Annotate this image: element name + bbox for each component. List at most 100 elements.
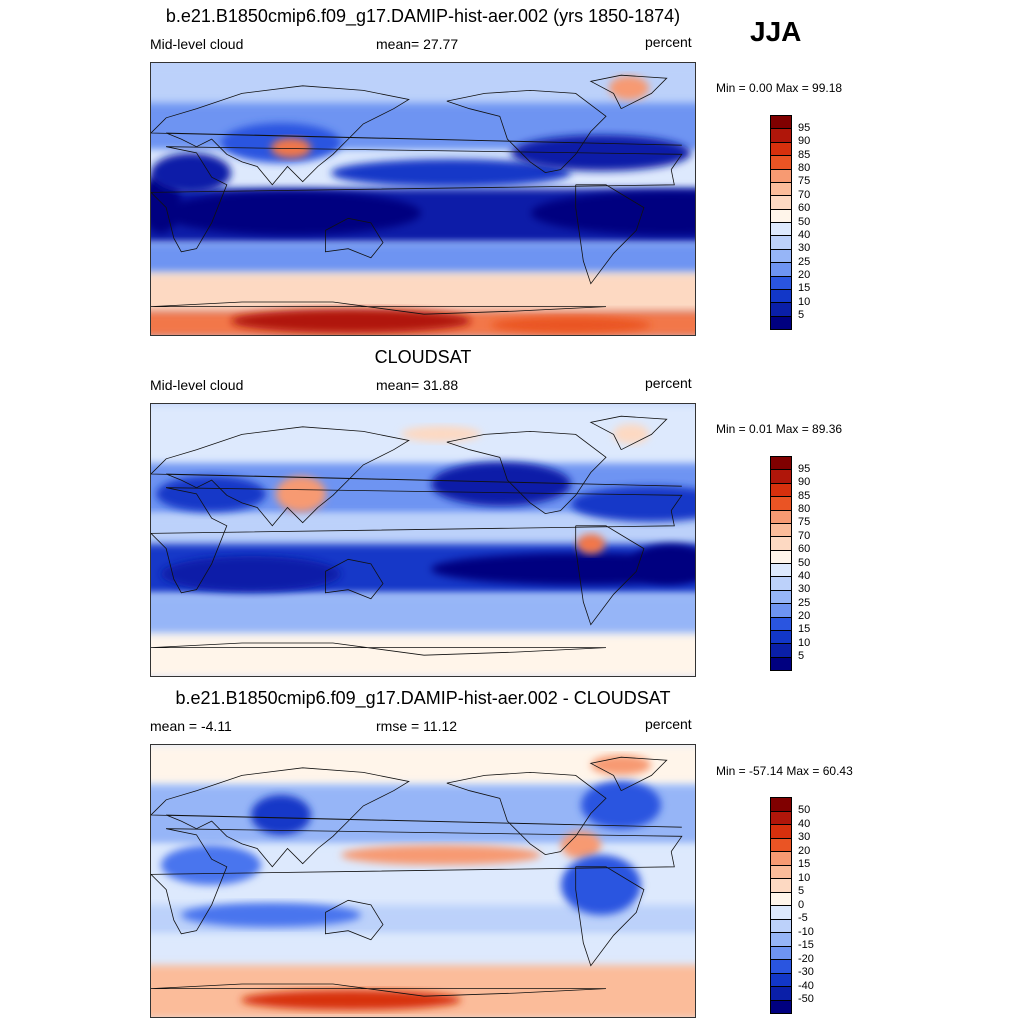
colorbar-tick-label: -10 [798,925,814,938]
panel-model-map [150,62,696,336]
colorbar-tick-label: -15 [798,939,814,951]
colorbar-tick-label: -20 [798,952,814,965]
colorbar-swatch [770,972,792,987]
panel-diff-field [151,745,695,1017]
colorbar-tick-label: 5 [798,650,805,663]
colorbar-swatch [770,509,792,524]
colorbar-tick-label: 10 [798,295,811,308]
colorbar-tick-label: 25 [798,255,811,268]
colorbar-tick-label: 20 [798,844,811,857]
colorbar-swatch [770,222,792,237]
coastline [151,642,607,656]
colorbar-swatch [770,141,792,157]
panel-diff-mean: mean = -4.11 [150,718,232,734]
colorbar-tick-label: -50 [798,993,814,1005]
panel-model-mean: mean= 27.77 [376,36,459,52]
colorbar-swatch [770,275,792,290]
coastline [589,756,668,792]
colorbar-tick-label: 60 [798,202,811,215]
colorbar-tick-label: 30 [798,583,811,596]
coastline [151,487,683,594]
colorbar-tick-label: 85 [798,148,811,161]
coastline [446,430,607,515]
coastline [151,983,607,997]
colorbar-swatch [770,155,792,170]
panel-model-title: b.e21.B1850cmip6.f09_g17.DAMIP-hist-aer.… [165,6,681,26]
panel-obs-coastlines [151,415,683,656]
coastline [324,217,384,259]
colorbar-swatch [770,603,792,618]
colorbar-tick-label: 90 [798,135,811,148]
colorbar-swatch [770,656,792,671]
panel-model-field [151,63,695,335]
colorbar-swatch [770,195,792,210]
coastline [575,184,645,285]
colorbar-swatch [770,469,792,484]
colorbar-tick-label: 25 [798,596,811,609]
panel-obs-minmax: Min = 0.01 Max = 89.36 [716,422,843,436]
coastline [324,899,384,941]
colorbar-tick-label: 80 [798,503,811,515]
colorbar-swatch [770,999,792,1014]
panel-obs-units: percent [645,375,692,391]
coastline [151,767,682,868]
coastline [151,146,683,253]
colorbar-swatch [770,851,792,866]
colorbar-swatch [770,208,792,223]
colorbar-swatch [770,115,792,130]
panel-diff-units: percent [645,716,692,732]
colorbar-swatch [770,248,792,264]
colorbar-tick-label: 50 [798,215,811,228]
colorbar-tick-label: 70 [798,529,811,542]
panel-obs-title: CLOUDSAT [374,347,472,367]
colorbar-swatch [770,797,792,812]
colorbar-swatch [770,810,792,825]
colorbar-swatch [770,837,792,852]
panel-diff-map [150,744,696,1018]
colorbar-tick-label: 80 [798,162,811,174]
colorbar-swatch [770,616,792,631]
colorbar-swatch [770,891,792,906]
colorbar-tick-label: 0 [798,898,805,911]
panel-model-coastlines [151,74,683,315]
colorbar-swatch [770,482,792,498]
colorbar-tick-label: 30 [798,831,811,843]
colorbar-swatch [770,589,792,605]
coastline [151,426,682,527]
colorbar-tick-label: 10 [798,636,811,649]
colorbar-swatch [770,878,792,893]
colorbar-tick-label: 70 [798,188,811,201]
panel-diff-title: b.e21.B1850cmip6.f09_g17.DAMIP-hist-aer.… [175,688,671,708]
panel-diff-rmse: rmse = 11.12 [376,718,458,734]
colorbar-swatch [770,128,792,143]
colorbar-tick-label: 15 [798,282,811,295]
panel-model-units: percent [645,34,692,50]
colorbar-tick-label: 40 [798,228,811,241]
colorbar-swatch [770,563,792,578]
panel-obs-map [150,403,696,677]
colorbar-tick-label: 60 [798,543,811,556]
colorbar-swatch [770,945,792,960]
colorbar-tick-label: -30 [798,966,814,978]
coastline [589,74,668,110]
coastline [589,415,668,451]
panel-model-variable: Mid-level cloud [150,36,244,52]
colorbar-tick-label: 40 [798,569,811,582]
colorbar-tick-label: 50 [798,804,811,816]
colorbar-swatch [770,959,792,974]
colorbar-swatch [770,549,792,564]
panel-diff-colorbar: 50 40 30 20 15 10 5 0 -5 -10 -15 -20 -30 -40 -50 [770,797,814,1014]
colorbar-tick-label: -40 [798,979,814,992]
colorbar-swatch [770,824,792,839]
colorbar-tick-label: 50 [798,556,811,569]
coastline [151,828,683,935]
colorbar-swatch [770,986,792,1001]
panel-obs-field [151,404,695,676]
colorbar-tick-label: -5 [798,912,808,924]
coastline [151,301,607,315]
colorbar-swatch [770,496,792,511]
colorbar-tick-label: 95 [798,462,811,475]
colorbar-swatch [770,262,792,277]
colorbar-tick-label: 20 [798,269,811,281]
coastline [446,89,607,174]
